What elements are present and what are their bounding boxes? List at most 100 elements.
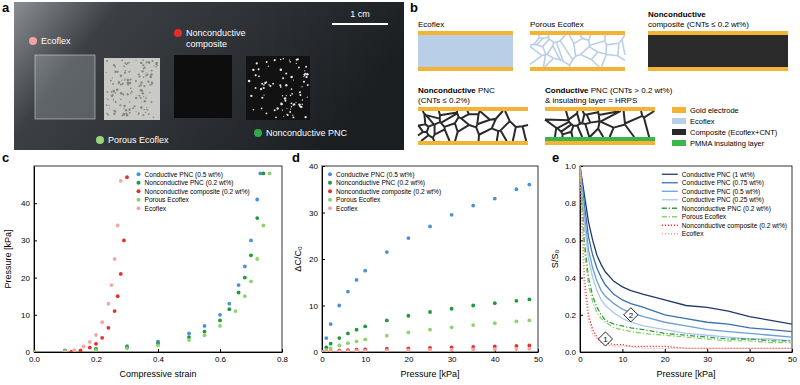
data-point	[249, 279, 253, 283]
data-point	[385, 334, 389, 338]
data-point	[527, 298, 531, 302]
sample-texture	[140, 81, 142, 83]
sample-texture	[296, 102, 297, 103]
tick: 50	[534, 349, 543, 364]
sample-texture	[123, 108, 124, 109]
sample-texture	[142, 64, 144, 66]
series-line	[580, 166, 792, 332]
sample-texture	[127, 62, 129, 64]
tick-label: 10	[361, 355, 370, 364]
sample-texture	[123, 105, 125, 107]
chart: 0.00.20.40.60.8010203040Compressive stra…	[2, 150, 289, 379]
data-point	[337, 349, 341, 352]
tick: 30	[703, 349, 712, 364]
sample-texture	[109, 108, 110, 109]
data-point	[113, 309, 117, 313]
sample-texture	[248, 80, 251, 83]
tick: 30	[309, 209, 325, 218]
sample-texture	[304, 116, 306, 118]
sample-texture	[114, 71, 117, 74]
sample-texture	[274, 59, 276, 61]
sample-texture	[291, 102, 293, 104]
sample-texture	[114, 92, 116, 94]
sample-texture	[304, 70, 305, 71]
legend-marker	[328, 172, 332, 176]
sample-texture	[302, 104, 303, 105]
sample-texture	[146, 61, 148, 63]
sample-texture	[290, 108, 291, 109]
data-point	[107, 302, 111, 306]
sample-texture	[302, 99, 303, 100]
sample-texture	[121, 80, 122, 81]
electrode	[545, 107, 655, 111]
sample-texture	[138, 114, 139, 115]
tick-mark	[158, 349, 159, 352]
sample-texture	[123, 65, 125, 67]
sample-texture	[149, 92, 150, 93]
sample-texture	[250, 95, 252, 97]
sample-texture	[291, 106, 292, 107]
series-line	[580, 166, 792, 343]
sample-texture	[282, 110, 283, 111]
sample	[174, 55, 232, 118]
tick-mark	[622, 349, 623, 352]
tick-label: 10	[309, 302, 318, 311]
tick-label: 0.4	[565, 274, 577, 283]
tick-mark	[34, 315, 37, 316]
sample-texture	[113, 113, 115, 115]
tick-label: 0.6	[565, 236, 577, 245]
sample-texture	[289, 111, 291, 113]
sample-texture	[255, 87, 257, 89]
sample-texture	[146, 72, 147, 73]
data-point	[203, 324, 207, 328]
sample-texture	[141, 70, 143, 72]
legend-label: Porous Ecoflex	[682, 213, 727, 220]
data-point	[125, 346, 129, 350]
legend-marker	[328, 206, 332, 210]
data-point	[329, 350, 333, 352]
sample-texture	[276, 107, 278, 109]
legend-line	[662, 225, 678, 226]
sample-texture	[291, 93, 293, 95]
item-label: Porous Ecoflex	[530, 20, 584, 29]
legend-marker	[328, 181, 332, 185]
tick: 0	[314, 348, 325, 357]
data-point	[385, 318, 389, 322]
data-point	[119, 272, 123, 276]
legend-label: Nonconductive PNC (0.2 wt%)	[145, 179, 234, 187]
sample-texture	[142, 92, 144, 94]
sample-texture	[140, 106, 143, 109]
item-label: Nonconductive PNC	[418, 86, 495, 95]
sample-texture	[122, 83, 124, 85]
sample-texture	[258, 68, 260, 70]
legend-label: Ecoflex	[145, 205, 167, 212]
data-point	[450, 213, 454, 217]
sample-texture	[282, 95, 283, 96]
tick: 20	[661, 349, 670, 364]
sample-texture	[142, 114, 144, 116]
sample-texture	[125, 109, 127, 111]
legend-line	[662, 174, 678, 175]
data-point	[322, 350, 324, 352]
sample-texture	[147, 109, 148, 110]
legend-line	[662, 216, 678, 217]
sample-texture	[106, 72, 107, 73]
tick: 0	[26, 348, 37, 357]
tick: 40	[309, 162, 325, 171]
data-point	[428, 348, 432, 352]
sample-texture	[138, 73, 140, 75]
data-point	[471, 304, 475, 308]
y-axis-title: Pressure [kPa]	[3, 229, 13, 288]
sample-texture	[138, 112, 139, 113]
sample-texture	[129, 109, 130, 110]
sample-texture	[112, 90, 115, 93]
sample-texture	[151, 70, 153, 72]
label-span: composite (CNTs ≤ 0.2 wt%)	[648, 20, 749, 29]
sample-texture	[274, 59, 275, 60]
panel-label: c	[2, 150, 9, 165]
sample-texture	[266, 61, 268, 63]
data-point	[100, 320, 104, 324]
sample-texture	[120, 99, 122, 101]
sample-texture	[145, 112, 146, 113]
sample-texture	[307, 84, 309, 86]
